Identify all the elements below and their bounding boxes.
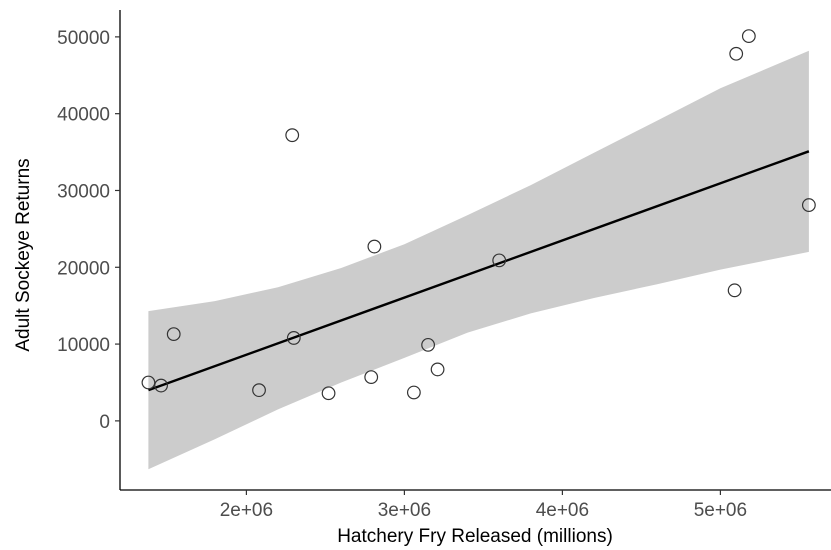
y-axis-ticks: 0 10000 20000 30000 40000 50000 [57, 28, 120, 433]
y-axis-title: Adult Sockeye Returns [13, 158, 34, 351]
data-point-5 [285, 128, 300, 143]
y-tick-label: 40000 [57, 105, 110, 126]
y-tick-label: 0 [99, 412, 110, 433]
data-point-17 [801, 198, 816, 212]
data-point-16 [741, 29, 756, 44]
y-tick-label: 30000 [57, 181, 110, 202]
data-point-9 [367, 239, 382, 254]
data-point-2 [154, 378, 168, 393]
confidence-band [148, 50, 809, 470]
data-point-12 [430, 362, 445, 377]
x-axis-title: Hatchery Fry Released (millions) [337, 526, 613, 547]
data-point-15 [729, 46, 744, 61]
data-point-3 [166, 327, 181, 341]
x-tick-label: 5e+06 [694, 500, 747, 521]
y-tick-label: 20000 [57, 258, 110, 279]
data-point-10 [406, 385, 421, 400]
data-point-14 [727, 283, 742, 298]
plot-area [141, 29, 816, 470]
x-axis-ticks: 2e+06 3e+06 4e+06 5e+06 [220, 490, 747, 521]
data-point-1 [141, 375, 156, 390]
data-point-7 [321, 386, 336, 401]
y-tick-label: 50000 [57, 28, 110, 49]
x-tick-label: 4e+06 [536, 500, 589, 521]
x-tick-label: 2e+06 [220, 500, 273, 521]
regression-line [148, 150, 810, 392]
data-point-8 [364, 370, 379, 385]
data-point-11 [421, 337, 436, 352]
data-point-4 [252, 383, 266, 398]
data-point-6 [286, 331, 301, 345]
y-tick-label: 10000 [57, 335, 110, 356]
x-tick-label: 3e+06 [378, 500, 431, 521]
data-point-13 [492, 253, 507, 268]
